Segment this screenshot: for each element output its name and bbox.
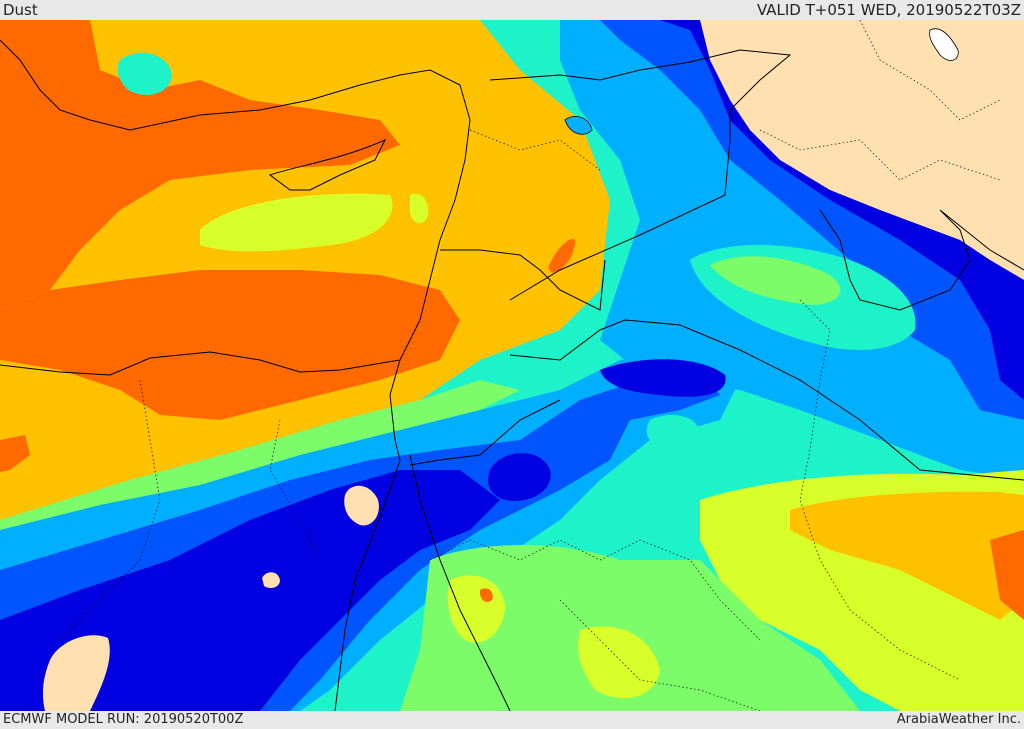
cyan-blob (646, 415, 700, 451)
dust-map-svg (0, 20, 1024, 711)
redsea-west (334, 394, 401, 711)
saudi-iraq-border (489, 49, 792, 301)
credit-label: ArabiaWeather Inc. (896, 712, 1021, 727)
dotted-border-1 (469, 129, 601, 171)
lake-northeast (929, 28, 959, 61)
dotted-border-7 (859, 20, 1001, 121)
dust-orange-north (0, 20, 400, 310)
deep-blue-east-pool (600, 359, 726, 397)
dust-green-south (400, 545, 860, 711)
kuwait-coast (409, 399, 561, 466)
dust-yellowgreen-southcentral (578, 626, 660, 699)
land-patch-dot (262, 572, 280, 588)
redsea-east (409, 454, 511, 711)
dust-yellowgreen-small (410, 193, 429, 224)
green-patch-east (710, 256, 841, 305)
dust-map[interactable] (0, 20, 1024, 711)
dotted-border-3 (269, 419, 321, 561)
dust-orange-small-south (479, 588, 493, 602)
land-patch-ellipse (344, 485, 379, 526)
land-patch-southwest (42, 635, 110, 711)
footer-bar: ECMWF MODEL RUN: 20190520T00Z ArabiaWeat… (0, 711, 1024, 729)
dotted-border-4 (429, 539, 761, 641)
dotted-border-6 (759, 129, 1001, 181)
map-title: Dust (3, 1, 38, 19)
internal-borders (59, 20, 1001, 711)
lake-north (564, 116, 593, 135)
dust-yellowgreen-inset (200, 193, 393, 252)
coastline-north (0, 39, 471, 396)
cyan-blob-northwest (117, 52, 172, 95)
persian-gulf-coast (819, 209, 1024, 311)
dotted-border-2 (59, 379, 161, 641)
valid-time-label: VALID T+051 WED, 20190522T03Z (756, 1, 1021, 19)
dust-yellow-southeast (790, 491, 1024, 620)
saudi-south-border (509, 319, 1024, 481)
coastline-africa (0, 351, 401, 376)
jordan-border (440, 249, 606, 311)
model-run-label: ECMWF MODEL RUN: 20190520T00Z (3, 712, 244, 727)
dust-green-fringe (0, 380, 520, 530)
dust-orange-spot (548, 239, 575, 273)
header-bar: Dust VALID T+051 WED, 20190522T03Z (0, 0, 1024, 20)
dust-orange-central (0, 270, 460, 420)
dust-orange-west-edge (0, 435, 30, 472)
deep-blue-oval (488, 453, 551, 501)
cyprus-outline (268, 138, 387, 191)
dotted-border-8 (559, 599, 761, 711)
land-no-data-region (700, 20, 1024, 280)
borders (0, 39, 1024, 711)
dust-orange-southeast (990, 530, 1024, 620)
